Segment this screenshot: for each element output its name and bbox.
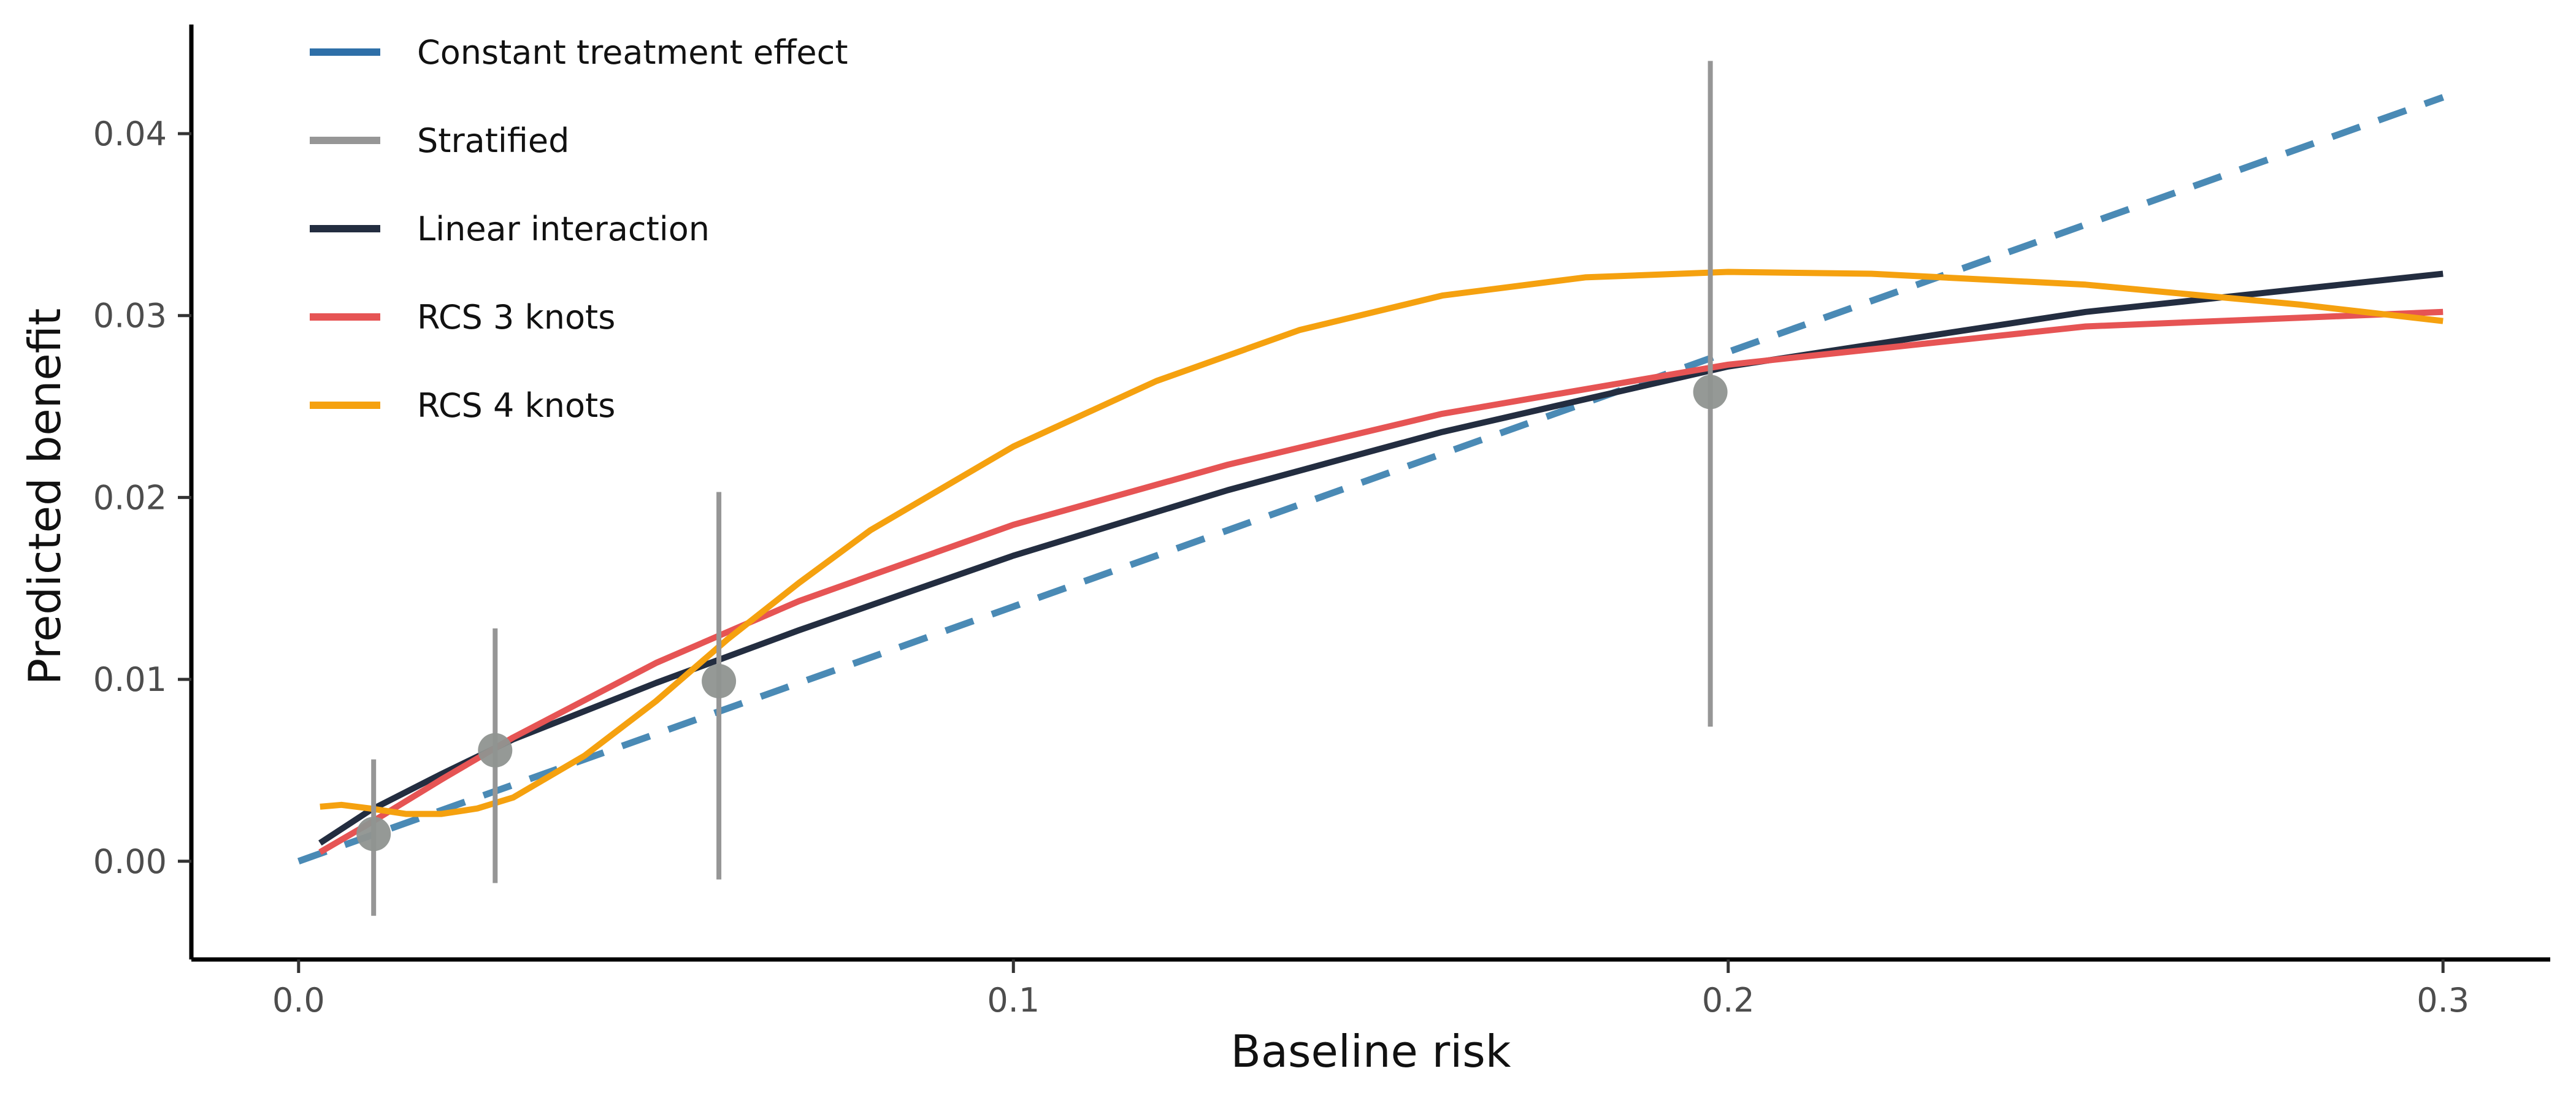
- series-line-rcs-4-knots: [320, 269, 2444, 817]
- x-tick-label: 0.0: [272, 981, 325, 1020]
- legend-label-linear-interaction: Linear interaction: [417, 210, 710, 248]
- y-axis-label: Predicted benefit: [19, 308, 71, 685]
- legend-label-rcs-3-knots: RCS 3 knots: [417, 298, 615, 337]
- legend: Constant treatment effect Stratified Linea…: [310, 33, 848, 425]
- series-layer: [297, 94, 2445, 864]
- legend-label-rcs-4-knots: RCS 4 knots: [417, 386, 615, 425]
- stratified-point: [702, 664, 737, 699]
- legend-label-stratified: Stratified: [417, 121, 569, 160]
- legend-label-constant-treatment-effect: Constant treatment effect: [417, 33, 848, 72]
- x-axis-label: Baseline risk: [1231, 1026, 1511, 1077]
- axes-layer: 0.0 0.1 0.2 0.3 0.00 0.01 0.02 0.03 0.04: [93, 25, 2550, 1020]
- y-tick-label: 0.01: [93, 660, 167, 699]
- y-tick-label: 0.00: [93, 842, 167, 881]
- y-tick-label: 0.04: [93, 115, 167, 153]
- x-tick-label: 0.1: [987, 981, 1040, 1020]
- series-line-rcs-3-knots: [318, 308, 2444, 855]
- stratified-layer: [356, 61, 1728, 916]
- x-tick-label: 0.2: [1702, 981, 1755, 1020]
- y-tick-label: 0.03: [93, 297, 167, 335]
- x-tick-label: 0.3: [2417, 981, 2469, 1020]
- stratified-point: [478, 733, 513, 768]
- stratified-point: [1693, 375, 1728, 410]
- stratified-point: [356, 817, 391, 852]
- series-line-linear-interaction: [318, 270, 2444, 846]
- series-line-constant-treatment-effect: [297, 94, 2445, 864]
- y-tick-label: 0.02: [93, 478, 167, 517]
